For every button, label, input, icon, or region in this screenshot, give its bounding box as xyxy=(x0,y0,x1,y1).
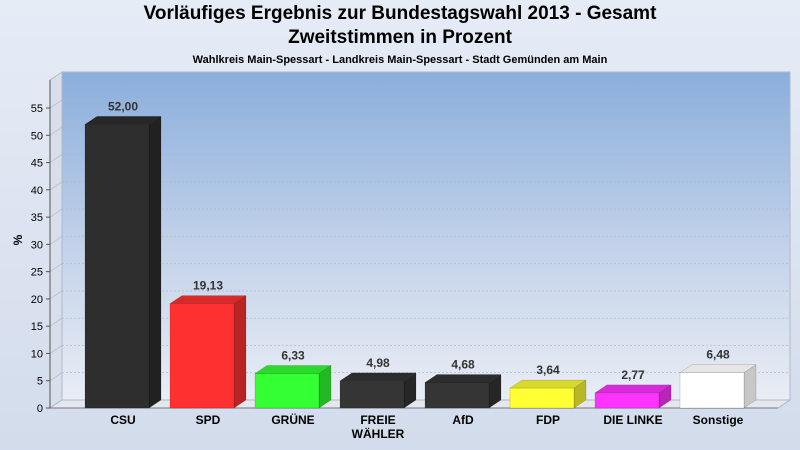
bar xyxy=(254,365,332,409)
bar xyxy=(594,384,672,409)
y-tick-label: 30 xyxy=(31,239,43,251)
y-tick-label: 15 xyxy=(31,321,43,333)
plot-side-wall xyxy=(49,71,63,409)
y-tick-label: 10 xyxy=(31,348,43,360)
gridline xyxy=(49,99,63,109)
gridline xyxy=(49,236,63,245)
bar-side xyxy=(233,295,247,409)
data-label: 4,68 xyxy=(451,357,475,371)
bar-front xyxy=(424,382,490,409)
bar xyxy=(679,364,757,409)
x-tick-label: SPD xyxy=(196,413,221,427)
x-tick-label: AfD xyxy=(452,413,474,427)
gridline xyxy=(49,345,63,354)
x-tick-label: GRÜNE xyxy=(271,412,314,427)
y-tick-label: 45 xyxy=(31,158,43,170)
data-label: 6,33 xyxy=(281,348,305,362)
bar-front xyxy=(679,372,745,409)
gridline xyxy=(49,372,63,381)
x-tick-label: DIE LINKE xyxy=(603,413,662,427)
data-label: 3,64 xyxy=(536,363,560,377)
data-label: 4,98 xyxy=(366,356,390,370)
chart-title: Vorläufiges Ergebnis zur Bundestagswahl … xyxy=(143,3,657,24)
x-tick-label: FDP xyxy=(536,413,560,427)
bar-front xyxy=(509,387,575,409)
bar xyxy=(509,379,587,409)
bar-top xyxy=(509,379,587,389)
data-label: 6,48 xyxy=(706,348,730,362)
gridline xyxy=(49,317,63,327)
bar-top xyxy=(424,374,502,383)
bar-front xyxy=(254,373,320,409)
x-tick-label: FREIE WÄHLER xyxy=(352,413,405,441)
bar-top xyxy=(679,364,757,373)
y-tick-label: 20 xyxy=(31,294,43,306)
bar-front xyxy=(594,392,660,409)
bar-top xyxy=(84,116,162,125)
x-tick-label: Sonstige xyxy=(693,413,744,427)
gridline xyxy=(49,154,63,163)
bar xyxy=(339,372,417,409)
bar xyxy=(84,115,162,409)
y-tick-label: 25 xyxy=(31,267,43,279)
y-axis-label: % xyxy=(11,234,25,245)
bar-side xyxy=(148,115,162,409)
bar xyxy=(169,295,247,409)
y-tick-label: 40 xyxy=(31,185,43,197)
bar-top xyxy=(169,295,247,304)
gridline xyxy=(49,208,63,218)
y-tick-label: 0 xyxy=(37,403,43,415)
y-tick-label: 50 xyxy=(31,130,43,142)
x-tick-label: CSU xyxy=(110,413,135,427)
chart-subtitle: Zweitstimmen in Prozent xyxy=(288,27,512,48)
bar-top xyxy=(594,384,672,394)
data-label: 19,13 xyxy=(193,279,223,293)
bar-front xyxy=(169,303,235,409)
gridline xyxy=(49,290,63,300)
data-label: 2,77 xyxy=(621,368,645,382)
y-tick-label: 35 xyxy=(31,212,43,224)
chart-district: Wahlkreis Main-Spessart - Landkreis Main… xyxy=(192,54,608,66)
data-label: 52,00 xyxy=(108,99,138,113)
bar-top xyxy=(339,372,417,382)
bar-front xyxy=(84,124,150,409)
bar-top xyxy=(254,365,332,374)
y-tick-label: 55 xyxy=(31,103,43,115)
bar xyxy=(424,374,502,409)
gridline xyxy=(49,127,63,136)
bar-front xyxy=(339,380,405,409)
gridline xyxy=(49,181,63,191)
plot-floor xyxy=(48,399,792,409)
y-tick-label: 5 xyxy=(37,376,43,388)
gridline xyxy=(49,263,63,272)
